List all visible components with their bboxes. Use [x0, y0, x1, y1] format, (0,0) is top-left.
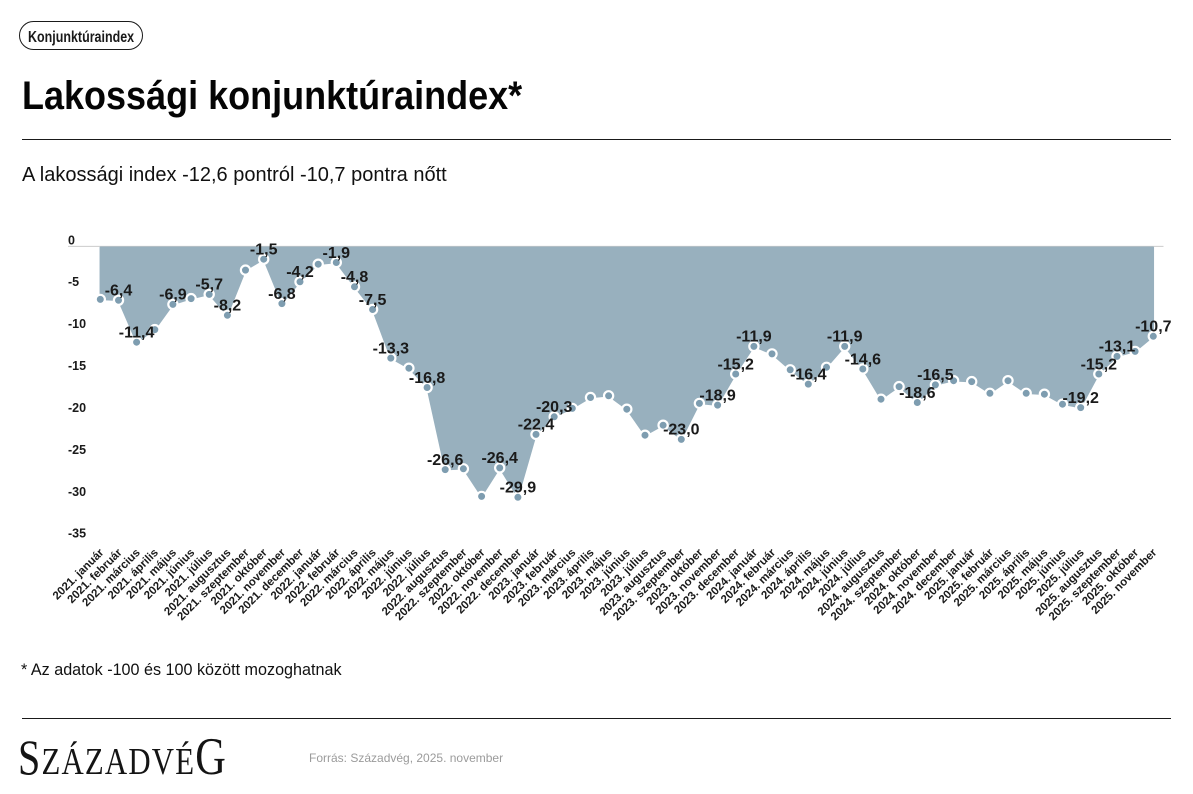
- svg-text:-16,4: -16,4: [790, 366, 827, 383]
- svg-text:-20: -20: [68, 401, 86, 415]
- svg-text:-16,5: -16,5: [917, 367, 954, 384]
- svg-text:-11,9: -11,9: [827, 329, 863, 346]
- svg-text:-16,8: -16,8: [409, 370, 446, 387]
- svg-text:-6,4: -6,4: [105, 283, 133, 300]
- svg-text:-30: -30: [68, 485, 86, 499]
- svg-text:-19,2: -19,2: [1062, 390, 1099, 407]
- svg-text:-14,6: -14,6: [845, 351, 882, 368]
- svg-text:-7,5: -7,5: [359, 292, 387, 309]
- svg-text:-1,5: -1,5: [250, 242, 278, 259]
- svg-text:-18,6: -18,6: [899, 385, 936, 402]
- svg-text:-23,0: -23,0: [663, 422, 700, 439]
- svg-text:-26,4: -26,4: [481, 450, 518, 467]
- svg-text:-6,9: -6,9: [159, 287, 187, 304]
- svg-text:-26,6: -26,6: [427, 452, 464, 469]
- svg-text:-15: -15: [68, 359, 86, 373]
- svg-text:-15,2: -15,2: [1081, 356, 1118, 373]
- svg-text:-15,2: -15,2: [717, 356, 754, 373]
- svg-text:-11,9: -11,9: [736, 329, 772, 346]
- svg-text:-1,9: -1,9: [323, 245, 351, 262]
- svg-text:-5: -5: [68, 275, 79, 289]
- svg-text:-22,4: -22,4: [518, 417, 555, 434]
- svg-text:-11,4: -11,4: [119, 325, 155, 342]
- svg-text:-13,1: -13,1: [1099, 339, 1136, 356]
- svg-text:-4,8: -4,8: [341, 269, 369, 286]
- svg-text:-10,7: -10,7: [1135, 319, 1172, 336]
- svg-text:-4,2: -4,2: [286, 264, 314, 281]
- svg-text:-5,7: -5,7: [195, 277, 223, 294]
- svg-text:-25: -25: [68, 443, 86, 457]
- svg-text:-10: -10: [68, 317, 86, 331]
- svg-text:-20,3: -20,3: [536, 399, 573, 416]
- svg-text:-13,3: -13,3: [373, 340, 410, 357]
- svg-text:-35: -35: [68, 527, 86, 541]
- svg-text:-18,9: -18,9: [699, 387, 736, 404]
- svg-text:-29,9: -29,9: [500, 480, 537, 497]
- svg-text:-6,8: -6,8: [268, 286, 296, 303]
- svg-text:0: 0: [68, 233, 75, 247]
- svg-text:-8,2: -8,2: [214, 298, 242, 315]
